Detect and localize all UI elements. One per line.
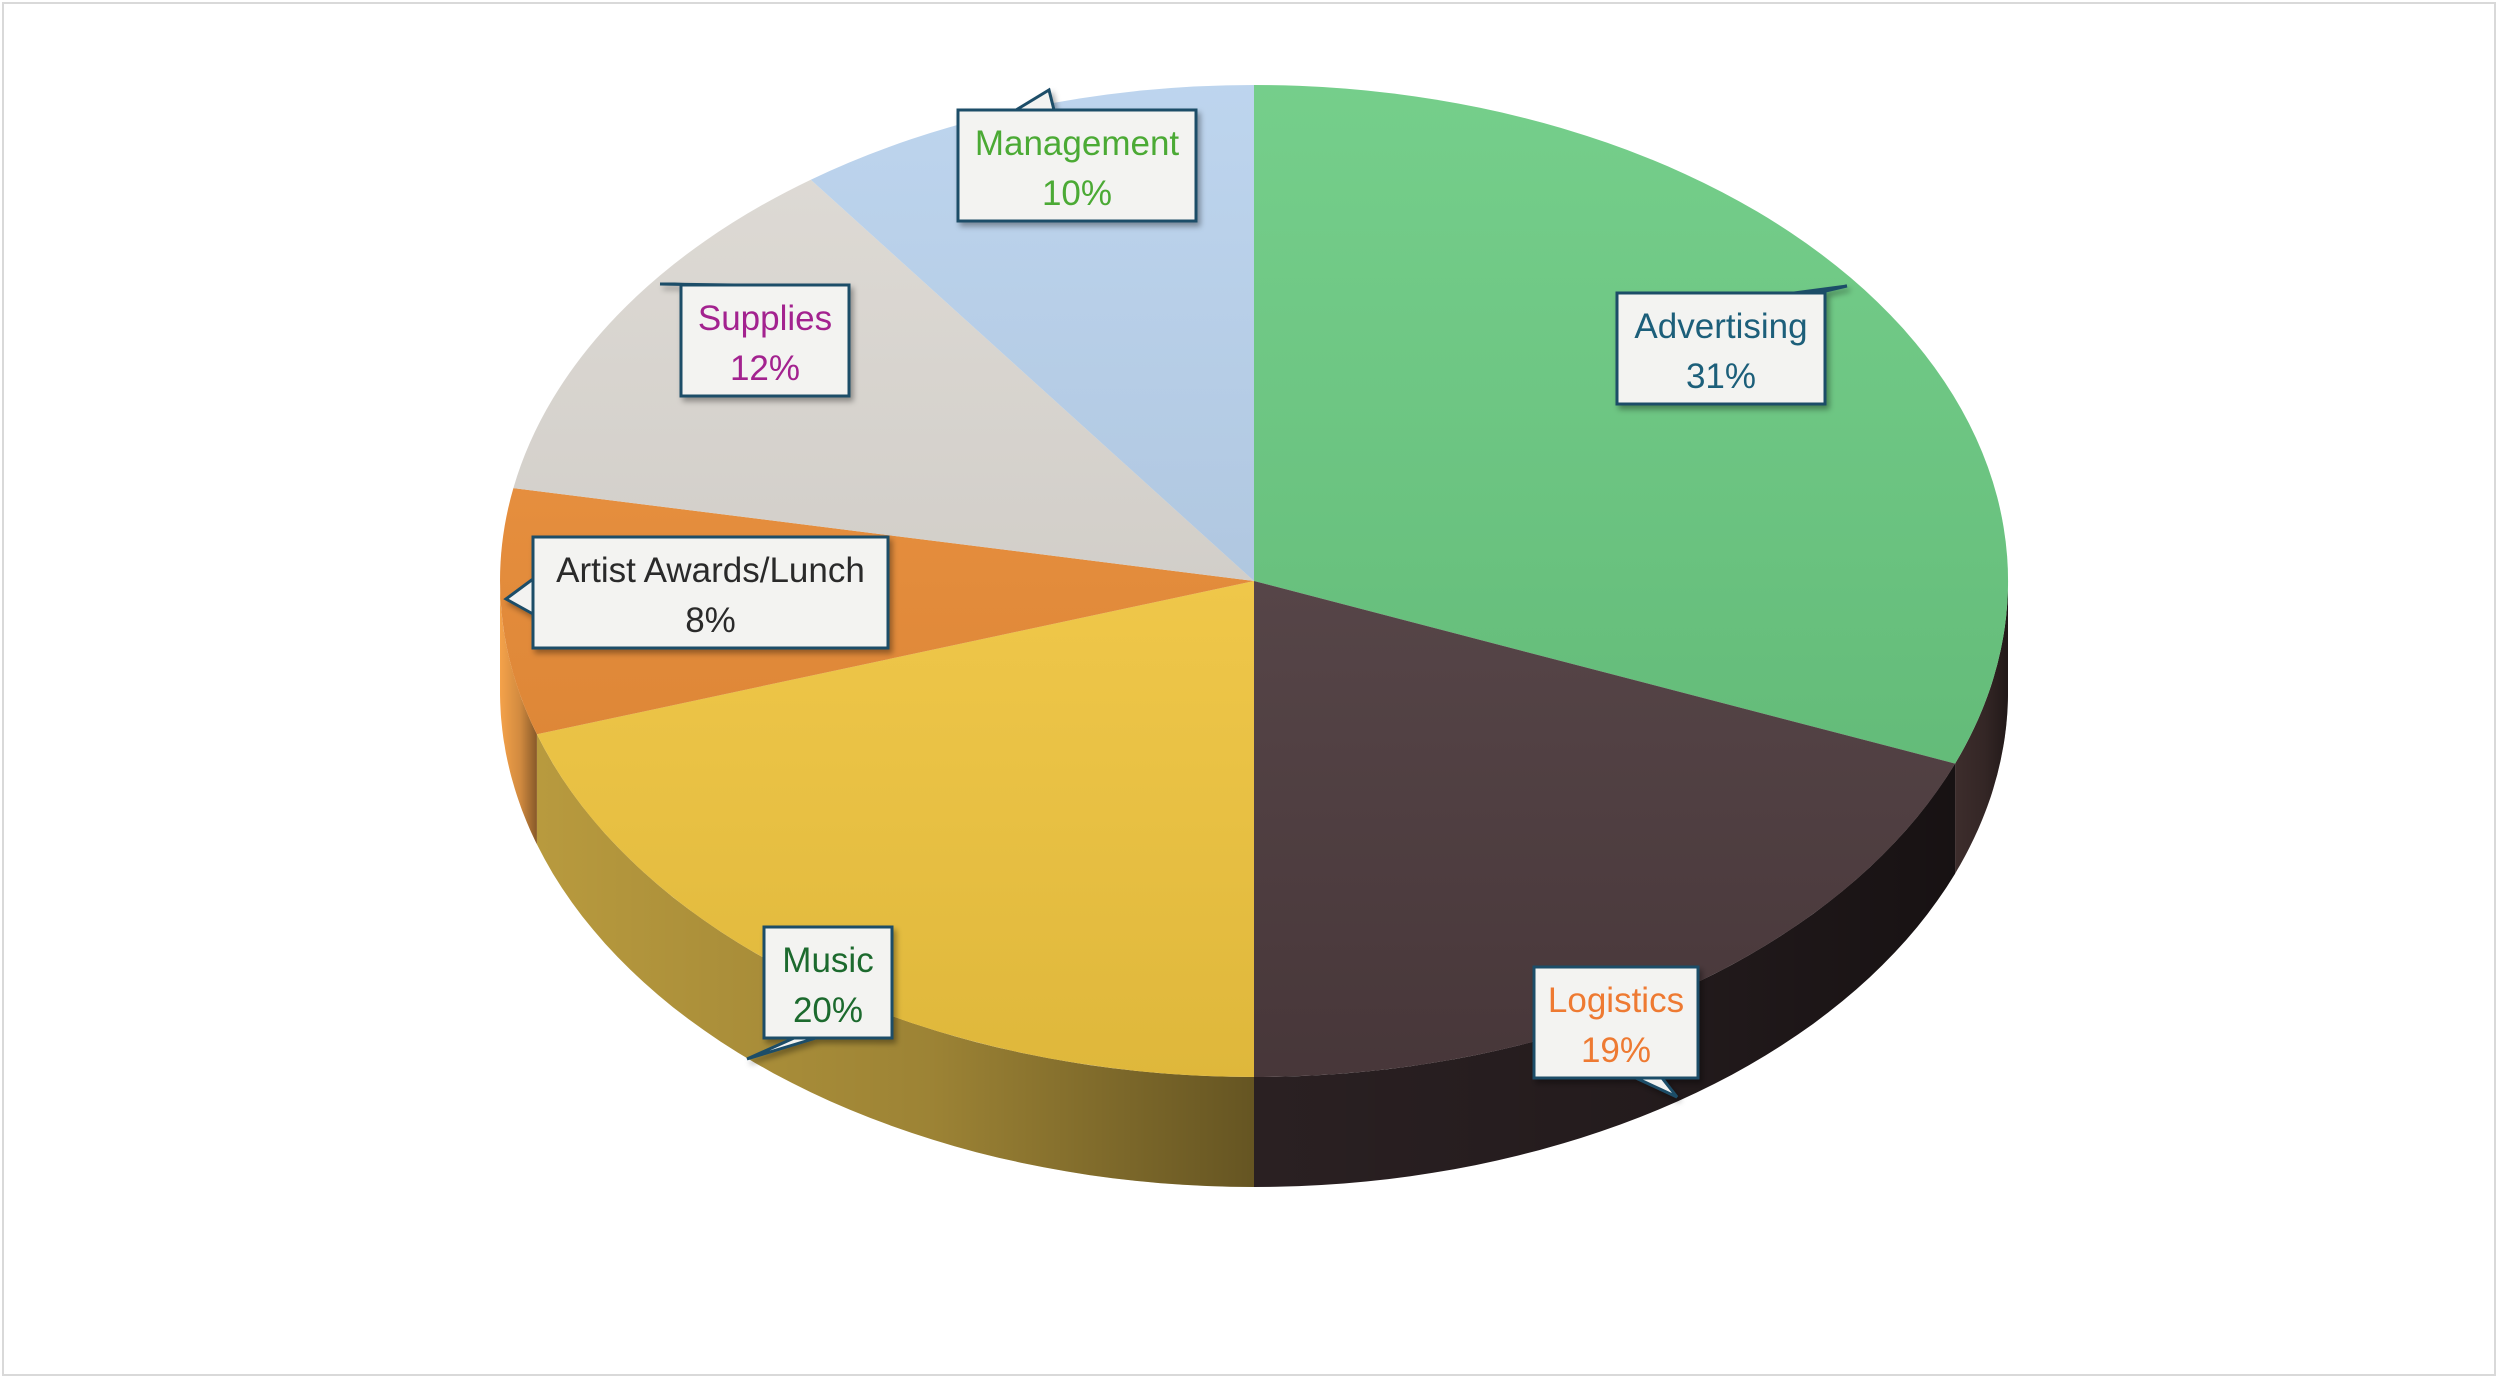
data-label-category: Logistics <box>1548 981 1684 1020</box>
pie-side-shade-advertising <box>1955 581 2008 874</box>
callout-box <box>1532 965 1700 1080</box>
data-label-supplies: Supplies 12% <box>659 282 851 398</box>
callout-pointer <box>1793 284 1848 295</box>
data-label-category: Artist Awards/Lunch <box>556 551 865 590</box>
data-label-percent: 19% <box>1581 1031 1651 1070</box>
data-label-music: Music 20% <box>746 925 894 1061</box>
pie-side-shade-artist-awards-lunch <box>500 581 537 845</box>
pie-side-shade-music <box>536 734 1254 1187</box>
callout-pointer <box>746 1036 817 1061</box>
data-label-category: Management <box>975 124 1180 163</box>
data-label-percent: 12% <box>730 349 800 388</box>
data-label-percent: 31% <box>1686 357 1756 396</box>
data-label-management: Management 10% <box>956 87 1198 223</box>
data-label-category: Advertising <box>1634 307 1807 346</box>
data-labels: Advertising 31% Logistics 19% Music 20% Artist… <box>503 87 1848 1099</box>
data-label-percent: 20% <box>793 991 863 1030</box>
callout-box <box>956 108 1198 223</box>
data-label-percent: 8% <box>685 601 736 640</box>
callout-box <box>679 283 851 398</box>
data-label-advertising: Advertising 31% <box>1615 284 1848 406</box>
callout-pointer <box>503 576 535 617</box>
callout-box <box>531 535 890 650</box>
callout-box <box>1615 291 1827 406</box>
pie-chart: Advertising 31% Logistics 19% Music 20% Artist… <box>500 85 2009 1187</box>
callout-pointer <box>1010 87 1056 112</box>
data-label-logistics: Logistics 19% <box>1532 965 1700 1099</box>
data-label-category: Supplies <box>698 299 832 338</box>
data-label-artist-awards-lunch: Artist Awards/Lunch 8% <box>503 535 890 650</box>
callout-box <box>762 925 894 1040</box>
pie-side-shade-logistics <box>1254 763 1956 1187</box>
data-label-category: Music <box>782 941 873 980</box>
callout-pointer <box>1635 1076 1679 1099</box>
callout-pointer <box>659 282 735 287</box>
pie-sides <box>500 581 2008 1187</box>
data-label-percent: 10% <box>1042 174 1112 213</box>
